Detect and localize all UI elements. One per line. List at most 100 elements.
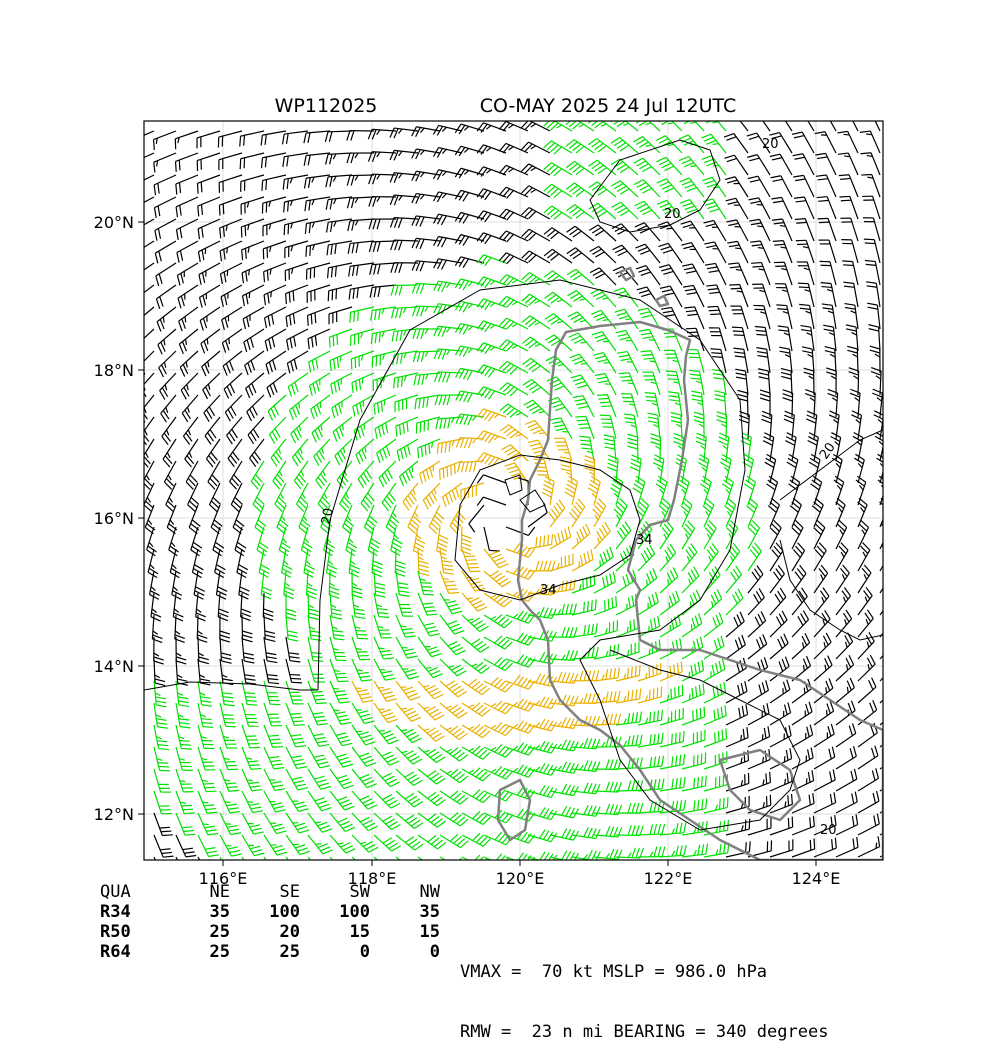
wind-barb xyxy=(440,725,468,740)
wind-barb xyxy=(221,263,242,284)
wind-barb xyxy=(396,769,423,785)
wind-barb xyxy=(572,524,590,549)
wind-barb xyxy=(159,351,176,377)
wind-barb xyxy=(271,439,286,466)
contour-label-20-west: 20 xyxy=(319,507,337,526)
wind-barb xyxy=(477,255,506,266)
wind-barb xyxy=(816,175,836,197)
wind-barb xyxy=(550,672,578,683)
wind-barb xyxy=(477,431,506,443)
wind-barb xyxy=(595,374,616,395)
radius-value: 15 xyxy=(300,922,370,942)
wind-barb xyxy=(176,175,198,195)
wind-barb xyxy=(157,307,176,332)
wind-barb xyxy=(352,813,378,831)
wind-barb xyxy=(154,769,171,792)
wind-barb xyxy=(206,439,220,467)
wind-barb xyxy=(242,813,264,834)
wind-barb xyxy=(264,725,283,747)
wind-barb xyxy=(264,263,286,282)
wind-barb xyxy=(382,483,396,511)
wind-barb xyxy=(550,762,578,773)
wind-barb xyxy=(704,589,722,615)
wind-barb xyxy=(200,307,220,330)
wind-barb xyxy=(528,561,555,571)
wind-barb xyxy=(429,505,444,534)
wind-barb xyxy=(645,393,660,417)
wind-barb xyxy=(477,277,506,288)
wind-barb xyxy=(638,686,662,703)
wind-barb xyxy=(550,527,571,549)
wind-barb xyxy=(262,175,286,191)
wind-barb xyxy=(785,433,796,461)
wind-barb xyxy=(748,680,768,703)
wind-barb xyxy=(550,784,578,796)
wind-barb xyxy=(634,201,660,219)
wind-barb xyxy=(730,306,748,329)
wind-barb xyxy=(250,439,264,467)
wind-barb xyxy=(352,659,372,681)
wind-barb xyxy=(814,792,836,813)
wind-barb xyxy=(682,730,705,747)
wind-barb xyxy=(619,373,638,395)
wind-barb xyxy=(682,776,706,791)
wind-barb xyxy=(204,395,220,422)
wind-barb xyxy=(243,307,264,329)
wind-barb xyxy=(858,610,873,637)
wind-barb xyxy=(396,659,419,679)
wind-barb xyxy=(484,527,500,551)
wind-barb xyxy=(858,655,875,681)
wind-barb xyxy=(836,498,846,527)
wind-barb xyxy=(549,500,565,527)
wind-barb xyxy=(862,196,880,219)
wind-barb xyxy=(814,633,831,659)
wind-barb xyxy=(611,138,638,153)
wind-barb xyxy=(154,153,176,173)
wind-barb xyxy=(161,395,176,422)
wind-barb xyxy=(247,395,264,421)
wind-barb xyxy=(396,857,423,872)
wind-barb xyxy=(567,248,594,263)
wind-barb xyxy=(176,835,196,857)
wind-barb xyxy=(814,656,832,681)
wind-barb xyxy=(412,261,440,271)
wind-barb xyxy=(477,299,506,310)
wind-barb xyxy=(335,439,352,465)
wind-barb xyxy=(726,521,738,549)
wind-barb xyxy=(291,417,308,443)
map-area: 20 20 34 34 20 20 20 xyxy=(132,109,901,879)
wind-barb xyxy=(292,439,308,466)
wind-barb xyxy=(775,284,792,307)
wind-barb xyxy=(499,187,528,198)
wind-barb xyxy=(277,505,288,534)
wind-barb xyxy=(814,724,834,747)
radius-value: 20 xyxy=(230,922,300,942)
wind-barb xyxy=(836,520,847,549)
wind-barb xyxy=(612,202,638,219)
wind-barb xyxy=(418,439,440,458)
radius-value: 100 xyxy=(230,902,300,922)
wind-barb xyxy=(792,702,812,725)
wind-barb xyxy=(749,219,770,241)
wind-barb xyxy=(396,681,420,700)
wind-barb xyxy=(572,549,593,571)
wind-barb xyxy=(859,109,880,131)
wind-barb xyxy=(863,218,880,241)
wind-barb xyxy=(681,243,704,263)
wind-barb xyxy=(138,373,154,400)
wind-barb xyxy=(455,190,484,201)
wind-barb xyxy=(763,433,774,461)
wind-barb xyxy=(793,154,814,175)
wind-barb xyxy=(263,241,286,259)
wind-barb xyxy=(199,241,220,262)
wind-barb xyxy=(748,198,770,219)
wind-barb xyxy=(792,132,814,153)
wind-barb xyxy=(834,476,844,505)
wind-barb xyxy=(132,175,154,196)
wind-barb xyxy=(522,251,550,263)
wind-barb xyxy=(443,483,462,507)
wind-barb xyxy=(499,143,528,153)
wind-barb xyxy=(418,747,445,763)
wind-barb xyxy=(636,266,660,285)
wind-barb xyxy=(821,283,836,307)
